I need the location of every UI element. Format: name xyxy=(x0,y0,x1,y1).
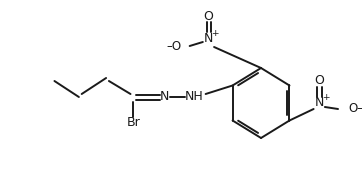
Text: +: + xyxy=(211,28,219,38)
Text: O: O xyxy=(314,75,324,88)
Text: +: + xyxy=(322,93,329,103)
Text: Br: Br xyxy=(126,116,140,130)
Text: NH: NH xyxy=(185,90,204,103)
Text: N: N xyxy=(315,96,324,109)
Text: O–: O– xyxy=(348,103,362,116)
Text: N: N xyxy=(204,32,213,44)
Text: O: O xyxy=(203,9,213,22)
Text: N: N xyxy=(160,90,169,103)
Text: –O: –O xyxy=(166,40,181,53)
